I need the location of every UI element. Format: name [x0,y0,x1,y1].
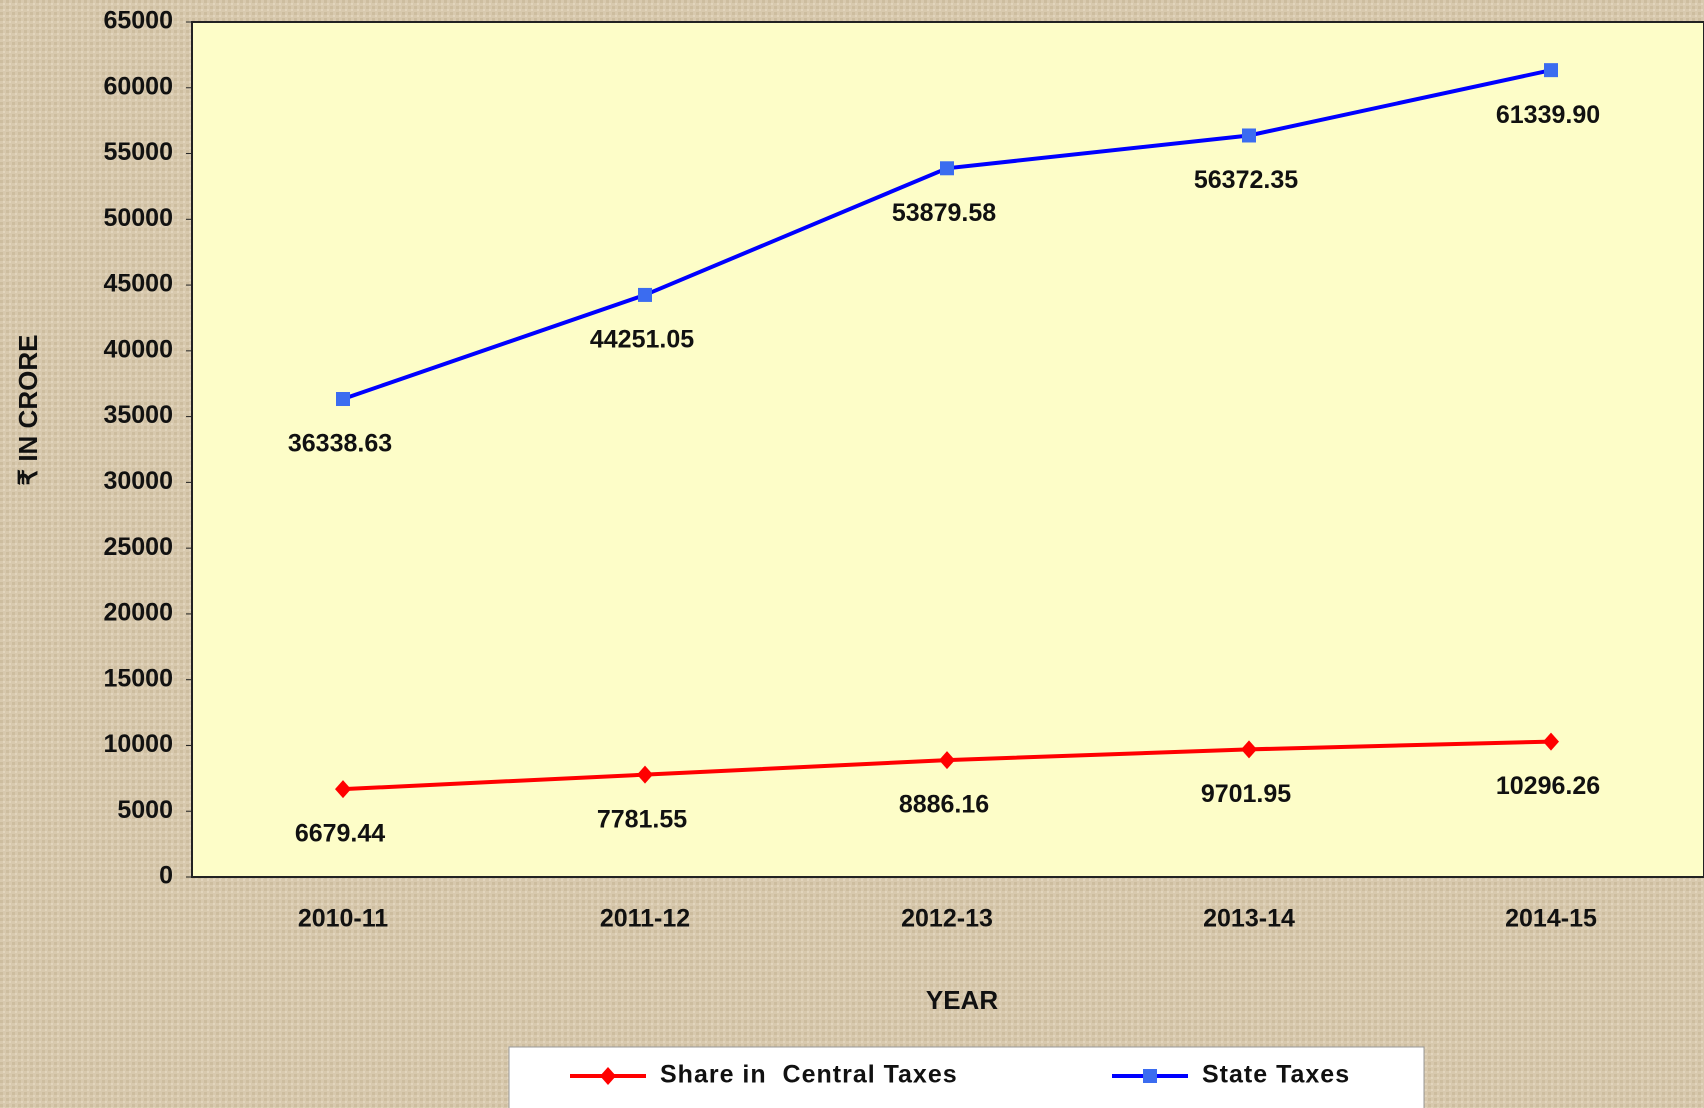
x-axis-label: YEAR [926,985,998,1015]
y-tick-label: 0 [159,862,173,890]
y-tick-label: 5000 [117,796,173,824]
data-label: 61339.90 [1496,101,1600,129]
data-label: 44251.05 [590,326,694,354]
x-tick-label: 2013-14 [1203,905,1295,933]
x-tick-label: 2011-12 [600,905,690,933]
y-tick-label: 50000 [103,204,173,232]
y-tick-label: 25000 [103,533,173,561]
marker [335,780,351,799]
data-label: 56372.35 [1194,166,1298,194]
y-tick-label: 55000 [103,138,173,166]
marker [1241,740,1257,759]
y-tick-label: 60000 [103,72,173,100]
marker [638,287,652,302]
x-tick-label: 2014-15 [1505,905,1597,933]
y-tick-label: 30000 [103,467,173,495]
y-tick-label: 10000 [103,730,173,758]
data-label: 6679.44 [295,820,385,848]
legend [508,1046,1425,1108]
y-tick-label: 40000 [103,335,173,363]
data-label: 53879.58 [892,199,996,227]
y-axis-label: ₹ IN CRORE [13,335,43,486]
data-label: 8886.16 [899,791,989,819]
legend-label: Share in Central Taxes [660,1061,958,1089]
data-label: 9701.95 [1201,780,1291,808]
marker [1242,128,1256,143]
data-label: 10296.26 [1496,772,1600,800]
y-tick-label: 20000 [103,599,173,627]
data-label: 36338.63 [288,430,392,458]
y-tick-label: 35000 [103,401,173,429]
marker [1143,1069,1157,1083]
y-tick-label: 45000 [103,270,173,298]
marker [1544,63,1558,78]
legend-label: State Taxes [1202,1061,1350,1089]
marker [939,751,955,770]
y-tick-label: 65000 [103,7,173,35]
plot-area [191,21,1704,878]
marker [336,392,350,407]
marker [940,161,954,176]
x-tick-label: 2012-13 [901,905,993,933]
marker [600,1067,616,1085]
y-tick-label: 15000 [103,664,173,692]
data-label: 7781.55 [597,805,687,833]
marker [637,765,653,784]
x-tick-label: 2010-11 [298,905,388,933]
marker [1543,732,1559,751]
